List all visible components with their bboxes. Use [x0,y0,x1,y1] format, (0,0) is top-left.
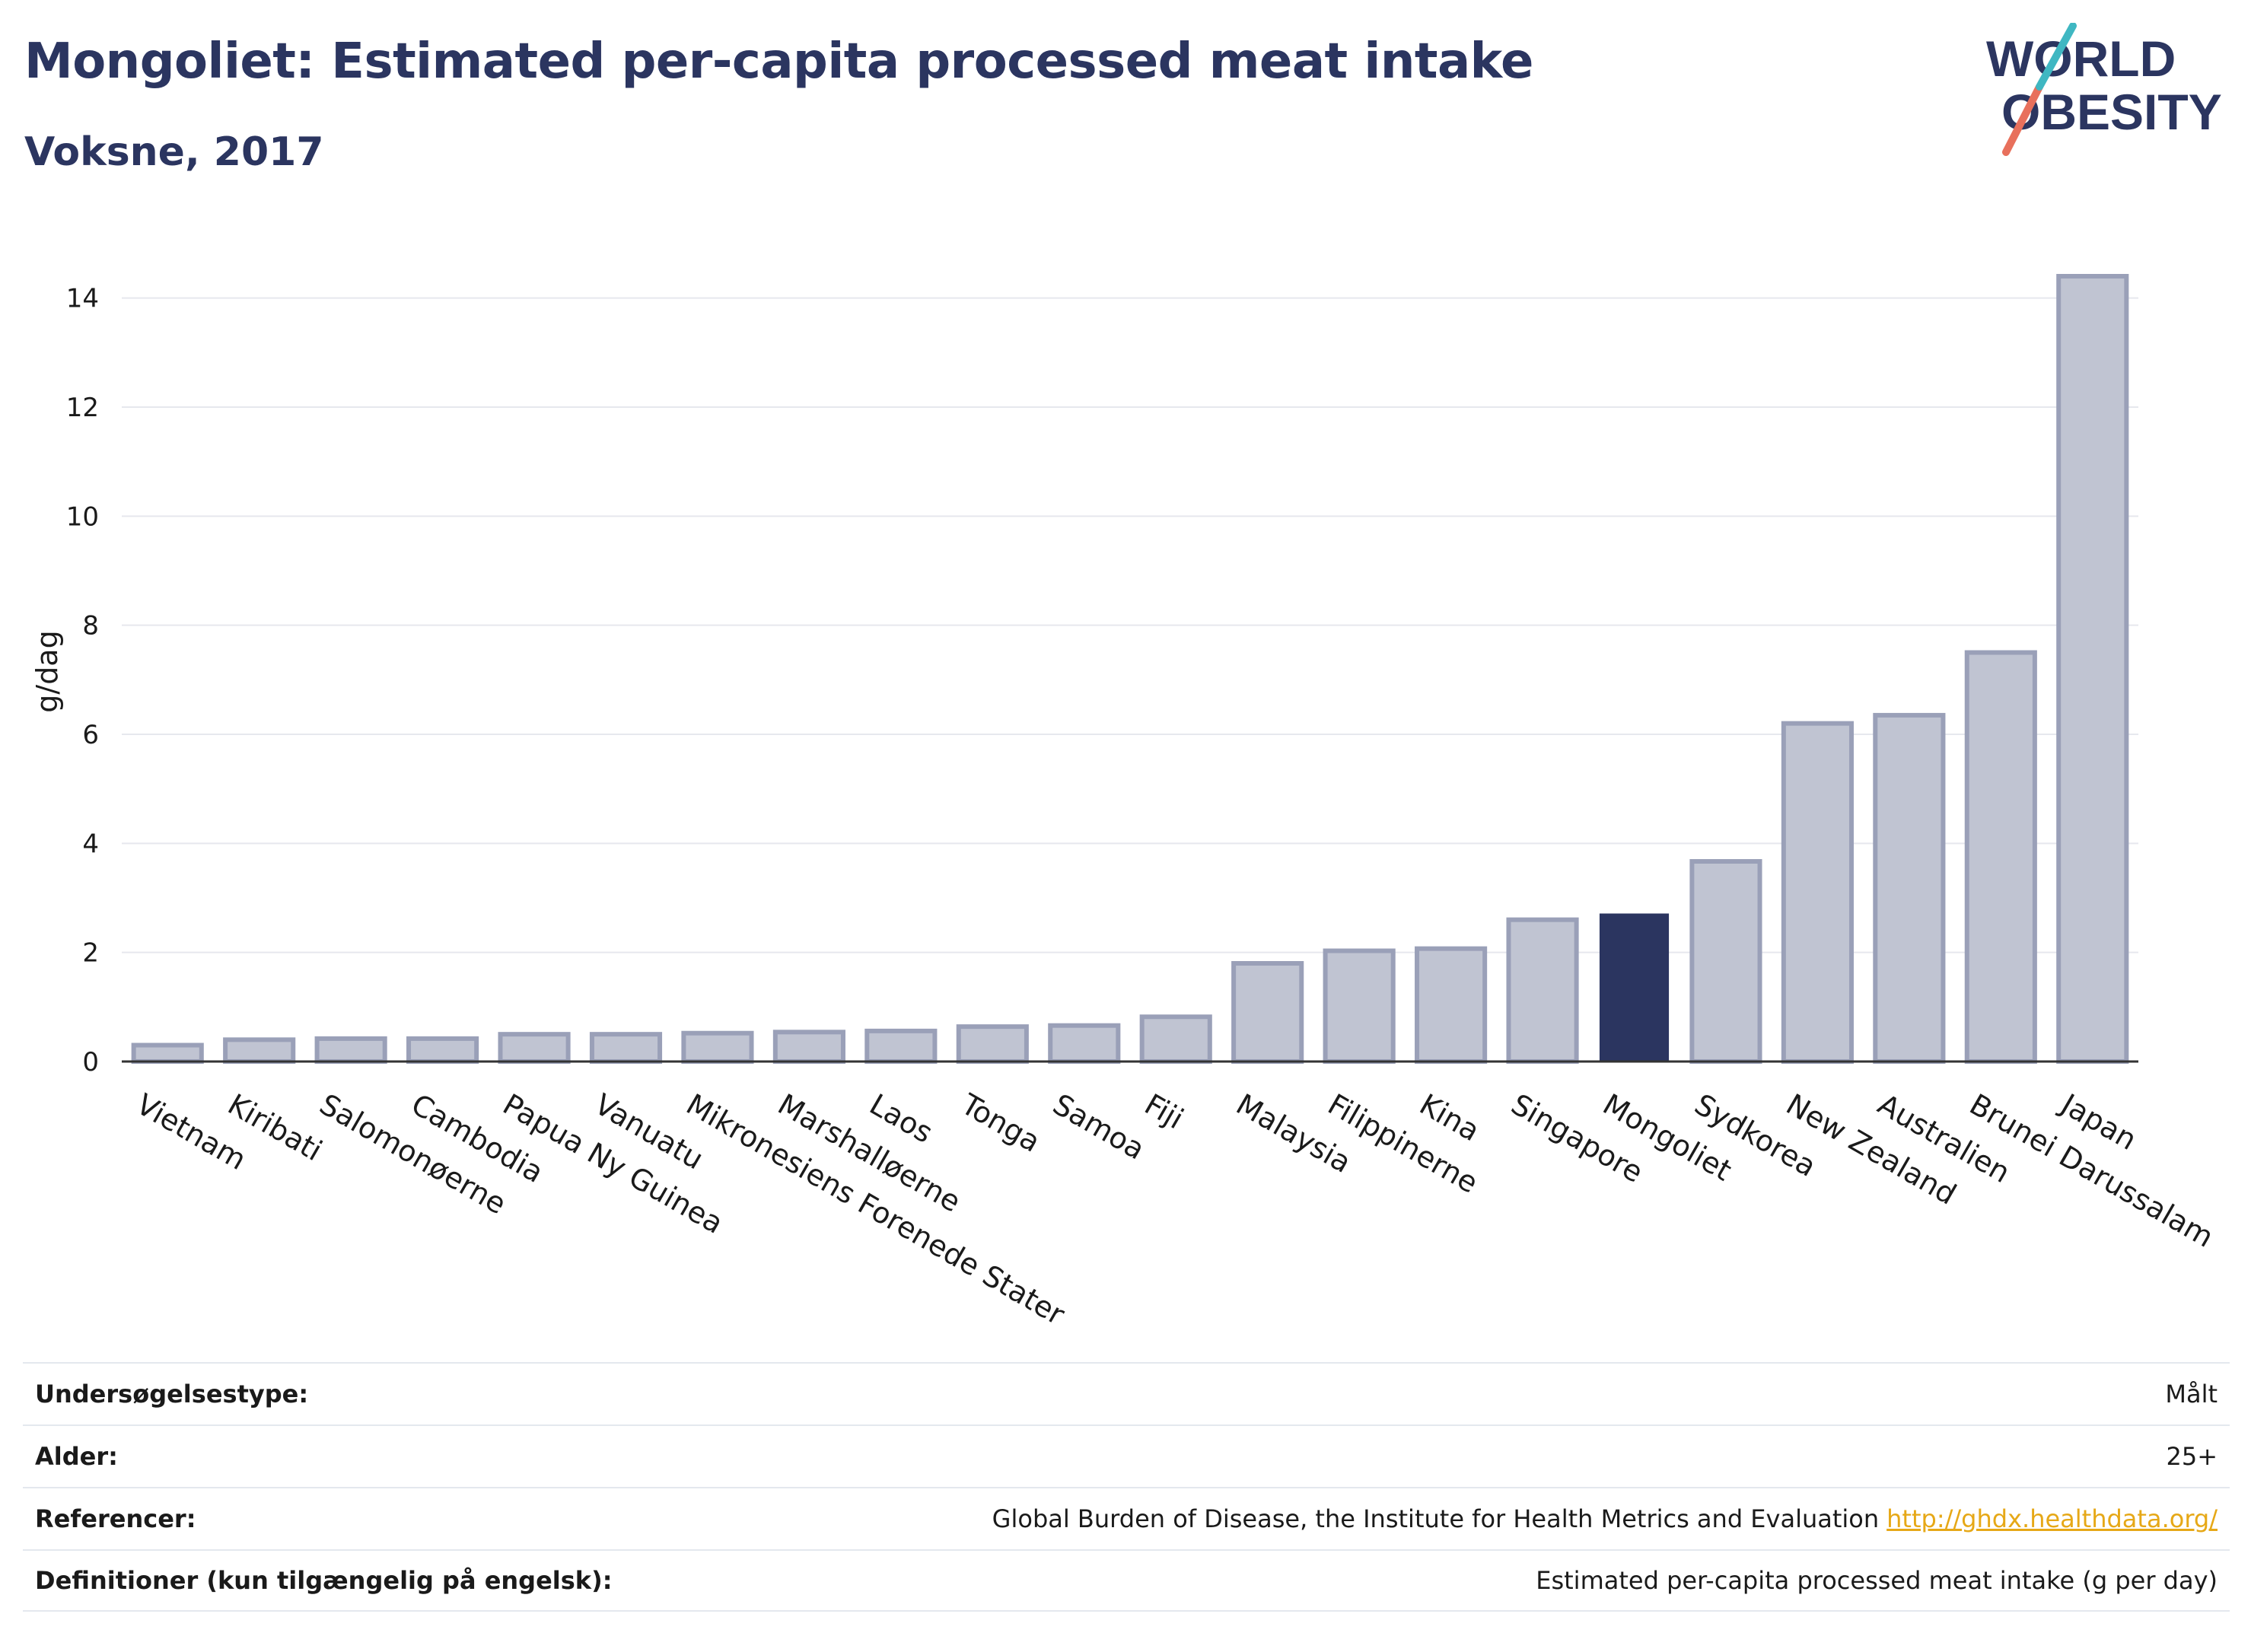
logo-word-1: WORLD [1986,30,2176,87]
bar[interactable] [1323,948,1396,1064]
meta-key: Definitioner (kun tilgængelig på engelsk… [35,1566,613,1595]
y-tick-label: 14 [66,284,99,314]
bar[interactable] [1964,650,2037,1064]
bar[interactable] [223,1037,296,1065]
bar[interactable] [314,1036,387,1065]
bar[interactable] [498,1032,571,1064]
meta-value: Målt [2165,1380,2218,1408]
logo-slash-lower [2002,83,2043,156]
meta-key: Alder: [35,1442,118,1471]
x-tick-labels: VietnamKiribatiSalomonøerneCambodiaPapua… [131,1087,2219,1332]
chart-subtitle: Voksne, 2017 [24,129,324,175]
bar[interactable] [406,1036,479,1065]
reference-link[interactable]: http://ghdx.healthdata.org/ [1886,1504,2218,1533]
meta-value: 25+ [2166,1442,2218,1471]
y-tick-label: 6 [82,720,99,750]
y-tick-label: 10 [66,501,99,532]
meta-row-references: Referencer: Global Burden of Disease, th… [23,1487,2230,1549]
meta-value-with-link: Global Burden of Disease, the Institute … [992,1504,2218,1533]
bar[interactable] [589,1032,663,1064]
meta-row-definitions: Definitioner (kun tilgængelig på engelsk… [23,1549,2230,1612]
meta-value: Estimated per-capita processed meat inta… [1536,1566,2218,1595]
meta-row-survey-type: Undersøgelsestype: Målt [23,1362,2230,1424]
bar[interactable] [1231,961,1304,1064]
bar[interactable] [1048,1023,1121,1064]
bar[interactable] [1415,946,1488,1065]
bar[interactable] [1506,917,1579,1065]
y-tick-labels: 0 2 4 6 8 10 12 14 [66,284,99,1077]
bar[interactable] [956,1024,1029,1064]
world-obesity-logo: WORLD OBESITY [1986,23,2222,156]
grid-lines [122,297,2138,953]
bar[interactable] [1781,721,1854,1065]
x-tick-label: Tonga [955,1087,1046,1158]
y-tick-label: 8 [82,611,99,641]
chart-title: Mongoliet: Estimated per-capita processe… [24,33,1533,90]
y-tick-label: 0 [82,1047,99,1077]
meta-row-age: Alder: 25+ [23,1424,2230,1487]
bar-highlighted[interactable] [1599,913,1670,1062]
y-tick-label: 2 [82,938,99,969]
bar[interactable] [2056,274,2129,1064]
y-axis-title: g/dag [30,630,64,712]
meta-value: Global Burden of Disease, the Institute … [992,1504,1880,1533]
bar[interactable] [1139,1014,1212,1064]
y-tick-label: 12 [66,393,99,423]
x-tick-label: Fiji [1139,1087,1189,1135]
logo-slash-upper [2036,23,2077,91]
bar-chart: 0 2 4 6 8 10 12 14 VietnamKiribatiSalomonøerneC… [30,274,2219,1332]
bar[interactable] [864,1028,938,1065]
bar[interactable] [681,1030,754,1064]
bar[interactable] [1689,858,1762,1064]
x-tick-label: Samoa [1047,1087,1150,1167]
meta-key: Referencer: [35,1504,196,1533]
bar[interactable] [1873,712,1946,1065]
meta-key: Undersøgelsestype: [35,1380,309,1408]
bar[interactable] [772,1030,845,1065]
bar[interactable] [131,1042,204,1064]
y-tick-label: 4 [82,829,99,859]
metadata-table: Undersøgelsestype: Målt Alder: 25+ Refer… [23,1362,2230,1612]
bars [131,274,2129,1065]
